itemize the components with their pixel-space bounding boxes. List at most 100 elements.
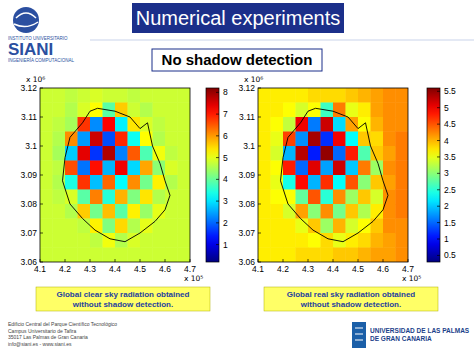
heatmap-cell [165,146,178,161]
heatmap-cell [333,146,346,161]
x-tick-label: 4.2 [277,264,289,274]
heatmap-cell [40,233,53,248]
y-tick [40,204,43,205]
heatmap-cell [308,132,321,147]
university-name: UNIVERSIDAD DE LAS PALMAS [370,327,470,334]
heatmap-cell [165,88,178,103]
heatmap-cell [358,103,371,118]
heatmap-cell [115,219,128,234]
heatmap-cell [396,146,409,161]
heatmap-cell [346,117,359,132]
y-tick-label: 3.12 [238,83,255,93]
heatmap-cell [283,190,296,205]
heatmap-cell [321,161,334,176]
y-tick-label: 3.08 [238,199,255,209]
heatmap-cell [165,248,178,263]
y-tick [40,262,43,263]
heatmap-cell [383,161,396,176]
heatmap-cell [321,248,334,263]
logo-globe [13,7,39,33]
heatmap-chart: 4.14.24.34.44.54.64.7x 10⁵3.063.073.083.… [238,75,456,311]
heatmap-cell [40,132,53,147]
heatmap-cell [371,132,384,147]
heatmap-cell [296,204,309,219]
heatmap-cell [396,175,409,190]
colorbar-tick [437,173,440,174]
heatmap-cell [333,248,346,263]
heatmap-cell [65,190,78,205]
heatmap-cell [53,88,66,103]
logo-name: SIANI [8,40,53,59]
heatmap-cell [115,146,128,161]
y-tick [258,117,261,118]
x-tick [333,259,334,262]
heatmap-cell [90,175,103,190]
background [0,0,474,355]
footer-text: 35017 Las Palmas de Gran Canaria [8,334,88,340]
heatmap-cell [115,204,128,219]
heatmap-cell [178,161,191,176]
y-tick [40,117,43,118]
university-emblem [352,322,366,348]
y-tick [258,88,261,89]
heatmap-cell [128,219,141,234]
heatmap-cell [78,117,91,132]
y-tick [40,146,43,147]
heatmap-cell [53,190,66,205]
heatmap-cell [383,204,396,219]
x-tick [190,259,191,262]
heatmap-cell [346,146,359,161]
y-factor: x 10⁶ [26,75,45,84]
heatmap-cell [396,233,409,248]
heatmap-cell [103,190,116,205]
heatmap-cell [358,117,371,132]
heatmap-cell [153,103,166,118]
heatmap-cell [40,219,53,234]
colorbar-tick [437,206,440,207]
x-tick [140,259,141,262]
y-tick [258,262,261,263]
heatmap-cell [396,117,409,132]
x-tick [40,259,41,262]
colorbar-tick-label: 3 [223,196,228,206]
heatmap-cell [396,132,409,147]
heatmap-cell [346,175,359,190]
heatmap-cell [333,88,346,103]
heatmap-cell [53,117,66,132]
heatmap-cell [165,233,178,248]
heatmap-cell [65,88,78,103]
colorbar-tick-label: 7 [223,109,228,119]
caption-box [264,287,438,311]
heatmap-cell [258,190,271,205]
x-tick [165,259,166,262]
heatmap-cell [283,88,296,103]
y-tick-label: 3.12 [20,83,37,93]
heatmap-cell [296,161,309,176]
heatmap-cell [258,204,271,219]
title-box [132,3,344,33]
heatmap-cell [90,146,103,161]
cells [258,88,408,262]
y-tick-label: 3.09 [238,170,255,180]
heatmap-cell [308,190,321,205]
heatmap-cell [296,175,309,190]
heatmap-cell [296,248,309,263]
x-tick-label: 4.5 [134,264,146,274]
heatmap-cell [65,132,78,147]
y-factor: x 10⁶ [244,75,263,84]
heatmap-cell [258,117,271,132]
colorbar-tick [216,179,219,180]
heatmap-cell [271,204,284,219]
colorbar-tick-label: 4 [444,136,449,146]
heatmap-cell [165,161,178,176]
heatmap-cell [40,161,53,176]
heatmap-cell [178,248,191,263]
heatmap-cell [40,248,53,263]
colorbar-tick [437,255,440,256]
heatmap-cell [78,219,91,234]
heatmap-cell [371,190,384,205]
caption: Global clear sky radiation obtained [57,290,190,299]
colorbar-tick-label: 3 [444,168,449,178]
heatmap-cell [346,190,359,205]
x-tick-label: 4.5 [352,264,364,274]
